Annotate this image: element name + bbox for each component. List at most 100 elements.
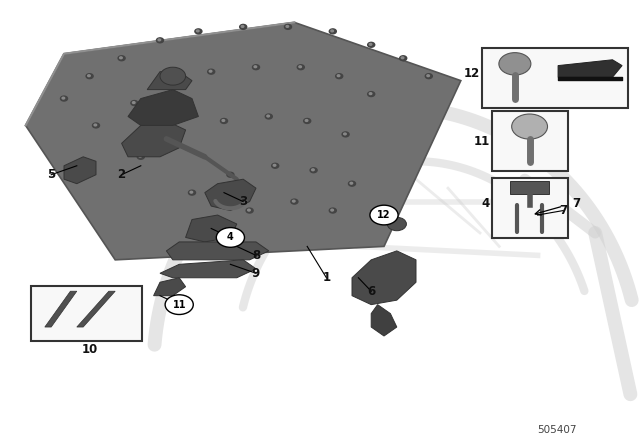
- Circle shape: [285, 24, 292, 30]
- Circle shape: [344, 133, 346, 135]
- Polygon shape: [77, 291, 115, 327]
- Circle shape: [61, 96, 68, 101]
- Circle shape: [427, 75, 429, 77]
- Circle shape: [401, 57, 404, 59]
- Circle shape: [220, 118, 228, 123]
- Text: 10: 10: [81, 343, 98, 356]
- Circle shape: [177, 133, 180, 135]
- Circle shape: [160, 67, 186, 85]
- Circle shape: [120, 57, 122, 59]
- Text: 5: 5: [47, 168, 55, 181]
- Polygon shape: [511, 181, 549, 194]
- FancyBboxPatch shape: [31, 286, 142, 341]
- Circle shape: [369, 93, 372, 95]
- Circle shape: [158, 39, 161, 41]
- Circle shape: [239, 24, 247, 30]
- Circle shape: [138, 154, 145, 159]
- Circle shape: [93, 123, 100, 128]
- Circle shape: [342, 132, 349, 137]
- Circle shape: [196, 30, 199, 32]
- Text: 2: 2: [118, 168, 125, 181]
- Circle shape: [190, 191, 193, 193]
- Circle shape: [209, 223, 212, 224]
- Circle shape: [350, 182, 353, 184]
- Circle shape: [165, 295, 193, 314]
- Circle shape: [246, 208, 253, 213]
- Text: 12: 12: [464, 67, 480, 81]
- Polygon shape: [64, 157, 96, 184]
- Circle shape: [336, 73, 343, 79]
- Circle shape: [169, 82, 177, 87]
- Polygon shape: [45, 291, 77, 327]
- Polygon shape: [26, 22, 461, 260]
- Polygon shape: [128, 90, 198, 125]
- Circle shape: [227, 172, 234, 177]
- Text: 3: 3: [239, 195, 247, 208]
- Circle shape: [228, 173, 231, 175]
- Circle shape: [367, 42, 375, 47]
- Circle shape: [367, 91, 375, 96]
- Circle shape: [131, 100, 138, 105]
- Circle shape: [266, 114, 273, 119]
- Polygon shape: [154, 278, 186, 296]
- Circle shape: [337, 75, 340, 77]
- Polygon shape: [160, 260, 256, 278]
- Circle shape: [299, 66, 301, 68]
- Polygon shape: [558, 60, 622, 77]
- Circle shape: [369, 43, 372, 45]
- Polygon shape: [122, 121, 186, 157]
- Circle shape: [241, 26, 244, 27]
- Text: 7: 7: [572, 197, 580, 211]
- Circle shape: [252, 65, 260, 69]
- Text: 12: 12: [377, 210, 391, 220]
- Polygon shape: [371, 305, 397, 336]
- Circle shape: [118, 56, 125, 60]
- Circle shape: [370, 205, 398, 225]
- Polygon shape: [352, 251, 416, 305]
- Circle shape: [305, 120, 308, 121]
- Text: 11: 11: [474, 134, 490, 148]
- Text: 9: 9: [252, 267, 260, 280]
- Circle shape: [310, 168, 317, 172]
- Circle shape: [499, 52, 531, 75]
- Circle shape: [267, 115, 269, 117]
- Text: 4: 4: [227, 233, 234, 242]
- FancyBboxPatch shape: [492, 111, 568, 171]
- Circle shape: [216, 228, 244, 247]
- Circle shape: [349, 181, 356, 186]
- Circle shape: [330, 29, 337, 34]
- Polygon shape: [147, 72, 192, 90]
- Text: 4: 4: [481, 197, 490, 211]
- Text: 505407: 505407: [537, 425, 577, 435]
- Circle shape: [312, 169, 314, 171]
- Circle shape: [286, 26, 289, 27]
- Text: 7: 7: [559, 204, 567, 217]
- Circle shape: [62, 97, 65, 99]
- Circle shape: [209, 70, 212, 72]
- Circle shape: [175, 132, 183, 137]
- Circle shape: [254, 66, 257, 68]
- Circle shape: [132, 102, 135, 103]
- Circle shape: [297, 65, 304, 69]
- Circle shape: [207, 69, 215, 74]
- Circle shape: [272, 163, 279, 168]
- Text: 6: 6: [367, 284, 375, 298]
- Circle shape: [273, 164, 276, 166]
- Circle shape: [330, 208, 337, 213]
- Text: 11: 11: [172, 300, 186, 310]
- Circle shape: [426, 73, 433, 79]
- Circle shape: [195, 29, 202, 34]
- Text: 8: 8: [252, 249, 260, 262]
- Circle shape: [248, 209, 250, 211]
- FancyBboxPatch shape: [482, 48, 628, 108]
- FancyBboxPatch shape: [492, 178, 568, 238]
- Circle shape: [188, 190, 196, 195]
- Circle shape: [207, 221, 215, 226]
- Circle shape: [512, 114, 548, 139]
- Polygon shape: [205, 179, 256, 211]
- Circle shape: [304, 118, 311, 123]
- Circle shape: [171, 84, 173, 86]
- Circle shape: [331, 209, 333, 211]
- Polygon shape: [166, 242, 269, 260]
- Circle shape: [86, 73, 93, 79]
